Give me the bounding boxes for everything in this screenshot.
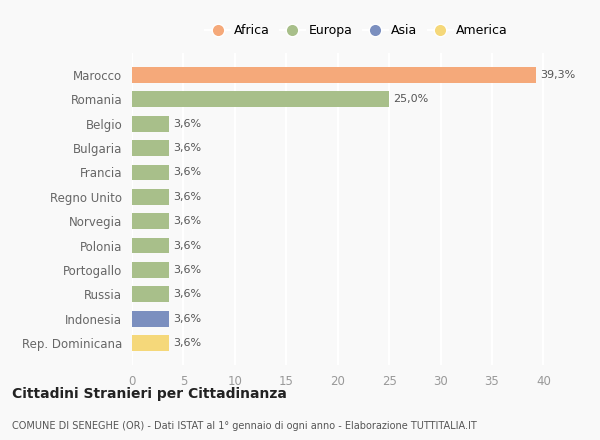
- Text: 3,6%: 3,6%: [173, 119, 201, 128]
- Legend: Africa, Europa, Asia, America: Africa, Europa, Asia, America: [203, 22, 511, 40]
- Bar: [132, 311, 169, 326]
- Text: COMUNE DI SENEGHE (OR) - Dati ISTAT al 1° gennaio di ogni anno - Elaborazione TU: COMUNE DI SENEGHE (OR) - Dati ISTAT al 1…: [12, 421, 477, 431]
- Bar: [132, 213, 169, 229]
- Text: 39,3%: 39,3%: [541, 70, 575, 80]
- Bar: [132, 116, 169, 132]
- Bar: [132, 67, 536, 83]
- Text: 3,6%: 3,6%: [173, 216, 201, 226]
- Bar: [132, 189, 169, 205]
- Bar: [132, 92, 389, 107]
- Text: 25,0%: 25,0%: [393, 94, 428, 104]
- Bar: [132, 238, 169, 253]
- Text: 3,6%: 3,6%: [173, 338, 201, 348]
- Text: 3,6%: 3,6%: [173, 290, 201, 299]
- Text: 3,6%: 3,6%: [173, 265, 201, 275]
- Text: 3,6%: 3,6%: [173, 143, 201, 153]
- Text: 3,6%: 3,6%: [173, 241, 201, 250]
- Bar: [132, 335, 169, 351]
- Text: 3,6%: 3,6%: [173, 168, 201, 177]
- Text: 3,6%: 3,6%: [173, 314, 201, 324]
- Text: 3,6%: 3,6%: [173, 192, 201, 202]
- Text: Cittadini Stranieri per Cittadinanza: Cittadini Stranieri per Cittadinanza: [12, 387, 287, 401]
- Bar: [132, 286, 169, 302]
- Bar: [132, 262, 169, 278]
- Bar: [132, 165, 169, 180]
- Bar: [132, 140, 169, 156]
